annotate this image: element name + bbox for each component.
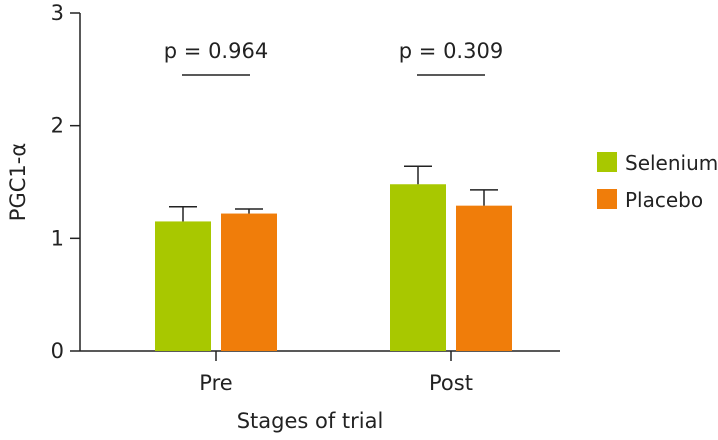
bar-placebo-pre xyxy=(221,213,277,351)
p-value-annotations: p = 0.964 p = 0.309 xyxy=(164,39,503,76)
x-axis: Pre Post xyxy=(80,350,560,395)
bar-placebo-post xyxy=(456,205,512,351)
x-axis-title: Stages of trial xyxy=(237,409,384,433)
bar-selenium-pre xyxy=(155,221,211,351)
error-bar-selenium-post xyxy=(404,165,432,185)
y-tick-label-2: 2 xyxy=(51,114,64,138)
y-axis-title: PGC1-α xyxy=(6,143,30,221)
p-value-label-post: p = 0.309 xyxy=(399,39,503,63)
x-tick-label-pre: Pre xyxy=(199,371,232,395)
y-tick-label-3: 3 xyxy=(51,1,64,25)
y-axis: 0 1 2 3 xyxy=(51,1,81,363)
y-tick-label-0: 0 xyxy=(51,339,64,363)
p-value-label-pre: p = 0.964 xyxy=(164,39,268,63)
legend-swatch-selenium xyxy=(597,152,617,172)
legend-label-selenium: Selenium xyxy=(625,151,718,175)
bars-group xyxy=(155,184,512,351)
error-bar-placebo-pre xyxy=(235,208,263,214)
bar-selenium-post xyxy=(390,184,446,351)
error-bar-placebo-post xyxy=(470,189,498,206)
legend-swatch-placebo xyxy=(597,189,617,209)
legend: Selenium Placebo xyxy=(597,151,718,212)
x-tick-label-post: Post xyxy=(429,371,473,395)
legend-label-placebo: Placebo xyxy=(625,188,703,212)
error-bar-selenium-pre xyxy=(169,206,197,222)
y-tick-label-1: 1 xyxy=(51,226,64,250)
error-bars-group xyxy=(169,165,498,222)
